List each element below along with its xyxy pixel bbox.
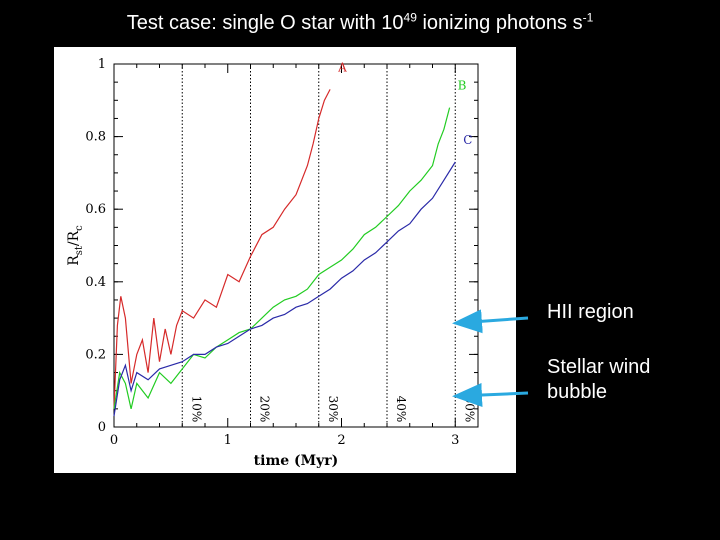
x-axis-label: time (Myr) [254,453,339,469]
series-line-C [113,161,456,417]
y-axis-label-part: /R [66,230,82,246]
line-chart: 0 1 2 3 0 0.2 0.4 0.6 0.8 1 10% 20% 30% 40% 50% A B Ctime… [66,57,479,469]
title-prefix: Test case: single O star with 10 [126,12,404,34]
y-axis-label-subscript: c [74,225,85,231]
y-tick-label: 1 [98,57,106,72]
y-tick-label: 0 [98,420,106,435]
reference-line-label: 40% [394,396,408,423]
reference-line-label: 10% [189,396,203,423]
y-tick-label: 0.4 [85,275,106,290]
reference-line-label: 20% [258,396,272,423]
reference-line-label: 50% [462,396,476,423]
plot-frame [113,63,479,428]
title-middle: ionizing photons s [416,12,583,34]
series-label-A: A [337,60,347,74]
slide-title: Test case: single O star with 1049 ioniz… [0,10,720,35]
y-axis-label: Rst/Rc [66,225,85,266]
title-exponent: 49 [403,10,417,25]
x-tick-label: 3 [451,433,459,448]
series-line-A [113,89,331,409]
title-exponent-2: -1 [582,10,594,25]
y-axis-label-part: R [66,255,82,266]
series-label-B: B [458,79,467,93]
hii-region-label: HII region [547,301,634,323]
x-tick-label: 0 [110,433,118,448]
y-tick-label: 0.8 [85,130,106,145]
x-tick-label: 2 [337,433,345,448]
x-tick-label: 1 [224,433,232,448]
y-tick-label: 0.2 [85,347,106,362]
reference-line-label: 30% [326,396,340,423]
series-label-C: C [463,133,472,147]
y-tick-label: 0.6 [85,202,106,217]
y-axis-label-subscript: st [74,246,85,255]
series-line-B [113,107,451,410]
wind-bubble-label: Stellar wind bubble [547,356,651,403]
